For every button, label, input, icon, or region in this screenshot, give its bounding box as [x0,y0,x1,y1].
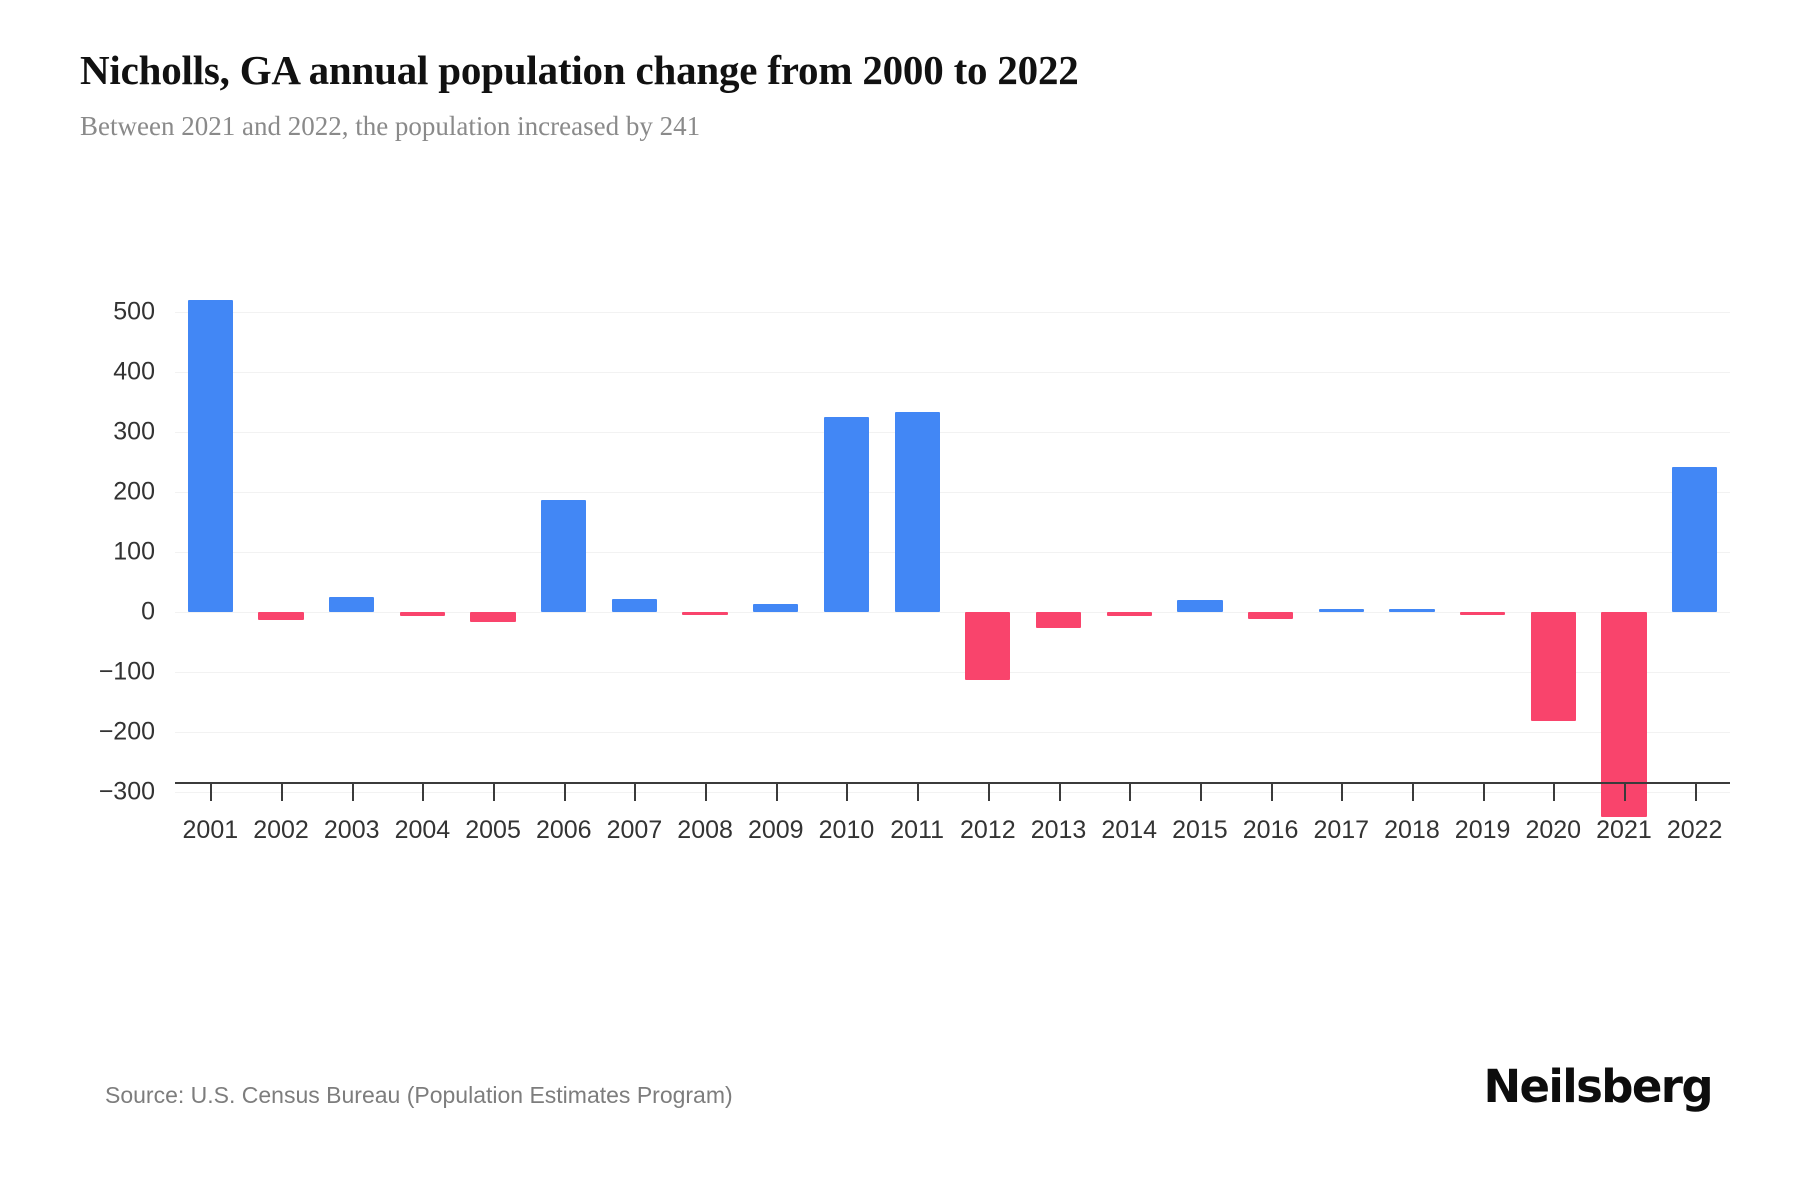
gridline-300 [175,432,1730,433]
x-axis-tick-label: 2016 [1242,816,1299,844]
x-axis-tick-label: 2008 [677,816,733,844]
y-axis-tick-label: −300 [98,777,155,806]
x-axis-tick-label: 2011 [890,816,945,844]
x-axis-tickmark [917,784,920,801]
x-axis-tickmark [1199,784,1202,801]
gridline-500 [175,312,1730,313]
x-axis-tick-label: 2014 [1101,816,1158,844]
bar-2003[interactable] [329,597,375,612]
bar-2005[interactable] [470,612,516,623]
chart-plot: 2001 2002 2003 2004 2005 2006 2007 2008 2009 2010… [0,250,1800,890]
bar-2004[interactable] [399,612,445,616]
bar-2014[interactable] [1106,612,1152,617]
x-axis-tickmark [493,784,496,801]
bar-2019[interactable] [1459,612,1506,615]
x-axis-tick-label: 2005 [465,816,521,844]
x-axis-tick-label: 2009 [747,816,804,844]
x-axis-tick-label: 2007 [606,816,663,844]
x-axis-tickmark [281,784,284,801]
gridline--200 [175,732,1730,733]
x-axis-tickmark [1482,784,1485,801]
x-axis-tick-label: 2004 [394,816,451,844]
plot-area [175,250,1730,818]
x-axis-tickmark [563,784,566,801]
x-axis-tick-label: 2019 [1454,816,1511,844]
x-axis-tick-label: 2001 [182,816,239,844]
bar-2020[interactable] [1530,612,1576,722]
x-axis-tick-label: 2012 [960,816,1016,844]
brand-logo: Neilsberg [1483,1060,1713,1113]
x-axis-tick-label: 2021 [1596,816,1652,844]
y-axis-tick-label: 300 [113,417,155,446]
gridline--300 [175,792,1730,793]
gridline-200 [175,492,1730,493]
y-axis-tick-label: 0 [141,597,155,626]
x-axis-tick-label: 2013 [1030,816,1087,844]
gridline--100 [175,672,1730,673]
x-axis-tickmark [1341,784,1344,801]
x-axis-tick-label: 2020 [1525,816,1582,844]
x-axis-tickmark [1129,784,1132,801]
bar-2010[interactable] [823,417,870,612]
chart-header: Nicholls, GA annual population change fr… [80,47,1720,142]
x-axis-tickmark [422,784,425,801]
bar-2015[interactable] [1177,600,1223,612]
x-axis-tickmark [1623,784,1626,801]
x-axis-tick-label: 2015 [1172,816,1228,844]
bar-2013[interactable] [1035,612,1082,629]
source-note: Source: U.S. Census Bureau (Population E… [105,1082,733,1108]
page-title: Nicholls, GA annual population change fr… [80,47,1079,93]
bar-2016[interactable] [1247,612,1294,619]
x-axis-tickmark [775,784,778,801]
bar-2012[interactable] [965,612,1011,680]
y-axis-tick-label: 100 [113,537,155,566]
x-axis-line [175,782,1730,784]
bar-2001[interactable] [187,300,233,612]
bar-2002[interactable] [258,612,304,621]
x-axis-tick-label: 2022 [1666,816,1723,844]
y-axis-tick-label: 500 [113,297,155,326]
y-axis-tick-label: 200 [113,477,155,506]
x-axis-tickmark [351,784,354,801]
x-axis-tickmark [1411,784,1414,801]
x-axis-tick-label: 2010 [818,816,875,844]
y-axis-tick-label: −200 [98,717,155,746]
bar-2008[interactable] [682,612,728,615]
x-axis-tick-label: 2003 [323,816,380,844]
bar-2011[interactable] [894,411,940,612]
bar-2006[interactable] [541,499,587,612]
x-axis-tickmark [987,784,990,801]
x-axis-tick-label: 2002 [253,816,309,844]
x-axis-tickmark [705,784,708,801]
gridline-0 [175,612,1730,613]
bar-2007[interactable] [611,599,658,612]
x-axis-tickmark [634,784,637,801]
x-axis-tick-label: 2018 [1384,816,1440,844]
bar-2022[interactable] [1672,467,1718,612]
y-axis-tick-label: −100 [98,657,155,686]
x-axis-tickmark [1058,784,1061,801]
x-axis-tickmark [1270,784,1273,801]
gridline-100 [175,552,1730,553]
bar-2009[interactable] [753,604,799,612]
gridline-400 [175,372,1730,373]
x-axis-tickmark [1553,784,1556,801]
bar-2017[interactable] [1318,609,1364,612]
bar-2018[interactable] [1389,609,1435,612]
x-axis-tick-label: 2017 [1313,816,1370,844]
x-axis-tickmark [1694,784,1697,801]
x-axis-tickmark [846,784,849,801]
y-axis-tick-label: 400 [113,357,155,386]
x-axis-tickmark [210,784,213,801]
chart-subtitle: Between 2021 and 2022, the population in… [80,110,701,141]
x-axis-tick-label: 2006 [535,816,592,844]
